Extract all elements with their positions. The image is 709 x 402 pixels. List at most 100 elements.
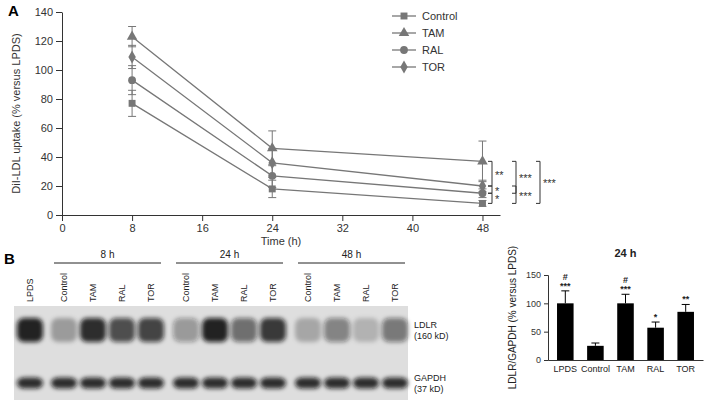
y-tick: 150	[526, 270, 548, 280]
lane-label: TOR	[390, 283, 400, 302]
lane-label: TAM	[88, 284, 98, 302]
bar	[587, 346, 604, 360]
x-tick-label: TAM	[616, 364, 634, 374]
x-tick: LPDS	[554, 360, 578, 374]
x-tick-label: 48	[477, 222, 489, 234]
band	[51, 378, 77, 389]
band	[17, 378, 43, 389]
y-tick-label: 40	[41, 151, 53, 163]
plot-area	[557, 291, 694, 360]
lane-label: Control	[303, 273, 313, 302]
x-tick: RAL	[647, 360, 665, 374]
panel-label: A	[8, 2, 19, 19]
y-axis-title: LDLR/GAPDH (% versus LPDS)	[507, 246, 518, 389]
significance-label: ***	[560, 281, 571, 291]
band	[80, 378, 106, 389]
y-tick-mark	[56, 215, 62, 216]
band	[231, 318, 257, 342]
x-tick: 8	[130, 215, 136, 234]
series-line	[132, 57, 482, 186]
lane-label: RAL	[117, 284, 127, 302]
group-label: 48 h	[342, 249, 361, 260]
lane-label: LPDS	[25, 278, 35, 302]
group-line	[298, 263, 405, 264]
legend-item: RAL	[392, 44, 443, 56]
legend-label: Control	[422, 10, 457, 22]
legend-item: Control	[392, 10, 457, 22]
band-label-line: LDLR	[414, 320, 438, 330]
x-tick-label: 8	[130, 222, 136, 234]
legend: Control TAM RAL TOR	[392, 10, 457, 73]
legend-item: TOR	[392, 61, 445, 74]
x-tick-label: 0	[59, 222, 65, 234]
x-tick: 32	[337, 215, 349, 234]
error-bar	[128, 66, 136, 95]
error-bar	[478, 201, 486, 207]
x-tick: 40	[407, 215, 419, 234]
significance-label: #	[623, 275, 628, 285]
error-bar	[561, 291, 569, 303]
x-axis: 081624324048	[59, 215, 500, 234]
y-tick: 0	[47, 209, 62, 221]
y-tick: 140	[35, 6, 62, 18]
lane-label: RAL	[239, 284, 249, 302]
x-axis-title: Time (h)	[261, 235, 302, 247]
y-tick-mark	[56, 12, 62, 13]
band	[109, 378, 135, 389]
group-line	[176, 263, 283, 264]
legend-label: TOR	[422, 61, 445, 73]
y-tick-label: 140	[35, 6, 53, 18]
legend-marker	[401, 13, 408, 20]
canvas: A081624324048020406080100120140Time (h)D…	[0, 0, 709, 402]
band	[260, 378, 286, 389]
bar	[617, 303, 634, 360]
x-tick-label: RAL	[647, 364, 665, 374]
x-tick-label: 24	[267, 222, 279, 234]
x-tick: TOR	[676, 360, 695, 374]
panel-label: B	[4, 250, 15, 267]
band	[353, 318, 379, 342]
x-axis-line	[549, 360, 704, 361]
group-label: 24 h	[220, 249, 239, 260]
bracket	[536, 161, 540, 203]
y-tick-label: 100	[35, 64, 53, 76]
x-tick: 0	[59, 215, 65, 234]
y-tick-label: 20	[41, 180, 53, 192]
x-tick-mark	[272, 215, 273, 221]
y-tick-mark	[56, 128, 62, 129]
marker	[128, 76, 136, 84]
band	[231, 378, 257, 389]
band	[80, 318, 106, 342]
y-axis: 020406080100120140	[35, 6, 63, 221]
marker	[269, 156, 276, 169]
bracket	[512, 161, 516, 193]
x-tick-label: 32	[337, 222, 349, 234]
y-tick: 20	[41, 180, 62, 192]
y-axis-title: DiI-LDL uptake (% versus LPDS)	[10, 33, 22, 193]
legend-item: TAM	[392, 27, 444, 39]
plot-area	[127, 27, 488, 207]
marker	[479, 180, 486, 193]
y-tick-mark	[544, 332, 548, 333]
significance-label: ***	[519, 172, 533, 184]
band	[324, 318, 350, 342]
band	[138, 378, 164, 389]
band-label-line: GAPDH	[414, 373, 446, 383]
x-tick-mark	[202, 215, 203, 221]
bracket	[488, 186, 492, 193]
significance-label: *	[495, 193, 500, 205]
band	[260, 318, 286, 342]
bracket	[512, 186, 516, 203]
band-label-line: (37 kD)	[414, 384, 444, 394]
significance-label: **	[682, 294, 690, 304]
y-tick-label: 0	[47, 209, 53, 221]
x-tick-mark	[482, 215, 483, 221]
marker	[128, 51, 135, 64]
error-bar	[128, 45, 136, 68]
error-bar	[682, 304, 690, 311]
band	[173, 378, 199, 389]
x-tick-mark	[132, 215, 133, 221]
y-tick: 40	[41, 151, 62, 163]
y-tick-mark	[544, 275, 548, 276]
x-tick-label: Control	[581, 364, 610, 374]
